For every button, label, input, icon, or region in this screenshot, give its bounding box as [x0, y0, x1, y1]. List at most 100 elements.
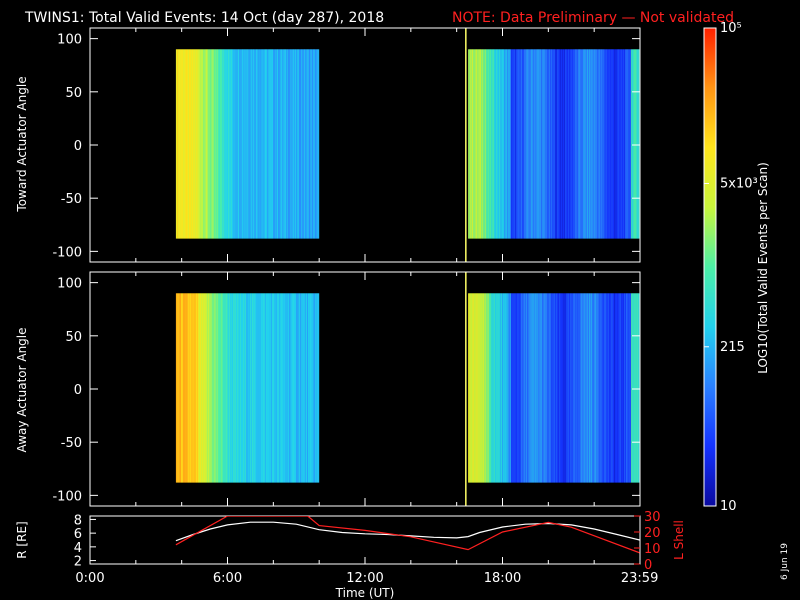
- heatmap-column: [275, 293, 278, 483]
- heatmap-column: [509, 293, 511, 483]
- heatmap-column: [258, 293, 261, 483]
- heatmap-column: [505, 49, 507, 239]
- heatmap-column: [586, 49, 588, 239]
- heatmap-column: [561, 49, 563, 239]
- heatmap-column: [261, 49, 264, 239]
- heatmap-column: [631, 49, 633, 239]
- heatmap-column: [525, 293, 527, 483]
- heatmap-column: [609, 49, 611, 239]
- heatmap-column: [525, 49, 527, 239]
- heatmap-column: [175, 49, 178, 239]
- heatmap-column: [548, 293, 550, 483]
- heatmap-column: [229, 293, 232, 483]
- heatmap-column: [290, 293, 293, 483]
- heatmap-column: [213, 293, 216, 483]
- heatmap-column: [486, 49, 488, 239]
- heatmap-column: [175, 293, 178, 483]
- heatmap-column: [487, 49, 489, 239]
- heatmap-column: [532, 49, 534, 239]
- colorbar: 10 215 5x10³ 10⁵: [703, 21, 758, 514]
- heatmap-column: [470, 293, 472, 483]
- heatmap-column: [189, 293, 192, 483]
- heatmap-column: [537, 293, 539, 483]
- heatmap-column: [198, 293, 201, 483]
- heatmap-column: [295, 293, 298, 483]
- heatmap-column: [611, 49, 613, 239]
- heatmap-column: [275, 49, 278, 239]
- heatmap-column: [192, 49, 195, 239]
- heatmap-column: [586, 293, 588, 483]
- heatmap-column: [273, 49, 276, 239]
- x-tick-label: 18:00: [484, 571, 521, 586]
- heatmap-column: [615, 293, 617, 483]
- heatmap-column: [593, 293, 595, 483]
- heatmap-column: [205, 293, 208, 483]
- heatmap-column: [189, 49, 192, 239]
- heatmap-column: [599, 293, 601, 483]
- heatmap-column: [199, 49, 202, 239]
- heatmap-column: [234, 49, 237, 239]
- heatmap-column: [210, 49, 213, 239]
- heatmap-column: [222, 293, 225, 483]
- heatmap-column: [226, 293, 229, 483]
- heatmap-column: [521, 293, 523, 483]
- heatmap-column: [305, 49, 308, 239]
- heatmap-column: [471, 293, 473, 483]
- heatmap-column: [539, 293, 541, 483]
- heatmap-column: [239, 49, 242, 239]
- heatmap-column: [496, 49, 498, 239]
- heatmap-column: [270, 49, 273, 239]
- heatmap-column: [610, 293, 612, 483]
- x-tick-label: 23:59: [621, 571, 658, 586]
- heatmap-column: [311, 49, 314, 239]
- heatmap-column: [182, 49, 185, 239]
- heatmap-column: [496, 293, 498, 483]
- heatmap-column: [581, 293, 583, 483]
- heatmap-column: [230, 293, 233, 483]
- heatmap-column: [313, 49, 316, 239]
- heatmap-column: [515, 49, 517, 239]
- heatmap-column: [269, 49, 272, 239]
- heatmap-column: [495, 293, 497, 483]
- heatmap-column: [622, 49, 624, 239]
- heatmap-column: [473, 293, 475, 483]
- heatmap-column: [500, 293, 502, 483]
- heatmap-column: [472, 293, 474, 483]
- heatmap-column: [268, 293, 271, 483]
- heatmap-column: [276, 49, 279, 239]
- heatmap-column: [616, 49, 618, 239]
- heatmap-column: [632, 293, 634, 483]
- heatmap-column: [187, 49, 190, 239]
- heatmap-column: [503, 293, 505, 483]
- heatmap-column: [228, 49, 231, 239]
- heatmap-column: [549, 293, 551, 483]
- heatmap-column: [596, 293, 598, 483]
- heatmap-column: [575, 293, 577, 483]
- heatmap-column: [308, 293, 311, 483]
- heatmap-column: [186, 49, 189, 239]
- heatmap-column: [187, 293, 190, 483]
- heatmap-column: [234, 293, 237, 483]
- heatmap-column: [567, 293, 569, 483]
- heatmap-column: [183, 49, 186, 239]
- heatmap-column: [475, 293, 477, 483]
- heatmap-column: [180, 49, 183, 239]
- heatmap-column: [629, 49, 631, 239]
- heatmap-column: [532, 293, 534, 483]
- heatmap-column: [555, 293, 557, 483]
- heatmap-column: [211, 49, 214, 239]
- heatmap-column: [601, 49, 603, 239]
- heatmap-column: [588, 293, 590, 483]
- heatmap-column: [281, 293, 284, 483]
- heatmap-column: [181, 293, 184, 483]
- heatmap-column: [545, 293, 547, 483]
- colorbar-tick-label: 215: [720, 340, 745, 355]
- heatmap-column: [307, 293, 310, 483]
- heatmap-column: [566, 293, 568, 483]
- heatmap-column: [519, 293, 521, 483]
- heatmap-column: [283, 49, 286, 239]
- heatmap-column: [243, 49, 246, 239]
- heatmap-column: [516, 49, 518, 239]
- heatmap-column: [615, 49, 617, 239]
